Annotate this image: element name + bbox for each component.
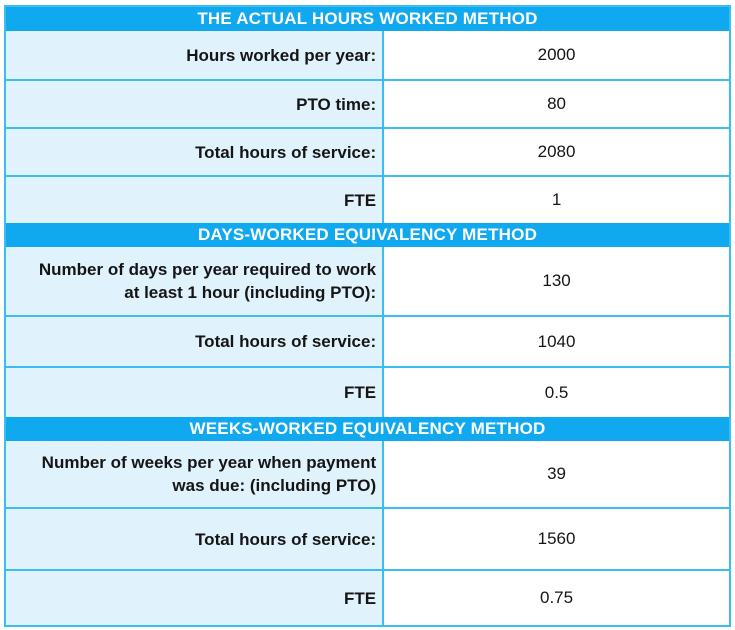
row-value: 1 [384,177,729,223]
row-value: 0.75 [384,571,729,625]
row-label: FTE [6,368,385,417]
table-row: PTO time: 80 [6,79,729,127]
section-header: DAYS-WORKED EQUIVALENCY METHOD [6,223,729,247]
table-row: Number of days per year required to work… [6,247,729,315]
row-value: 80 [384,81,729,127]
row-label: Hours worked per year: [6,31,385,79]
table-row: Total hours of service: 1560 [6,507,729,569]
row-label: Number of days per year required to work… [6,247,385,315]
row-label: Number of weeks per year when payment wa… [6,441,385,507]
table-row: FTE 0.75 [6,569,729,625]
section-header: WEEKS-WORKED EQUIVALENCY METHOD [6,417,729,441]
row-label: Total hours of service: [6,317,385,366]
row-value: 2000 [384,31,729,79]
table-row: FTE 0.5 [6,366,729,417]
row-value: 130 [384,247,729,315]
table-row: FTE 1 [6,175,729,223]
fte-calculation-table: THE ACTUAL HOURS WORKED METHOD Hours work… [4,5,731,627]
table-row: Number of weeks per year when payment wa… [6,441,729,507]
row-label: PTO time: [6,81,385,127]
row-value: 1560 [384,509,729,569]
row-label: FTE [6,571,385,625]
row-value: 1040 [384,317,729,366]
section-header: THE ACTUAL HOURS WORKED METHOD [6,7,729,31]
table-row: Hours worked per year: 2000 [6,31,729,79]
row-label: Total hours of service: [6,129,385,175]
row-value: 2080 [384,129,729,175]
row-label: FTE [6,177,385,223]
table-row: Total hours of service: 2080 [6,127,729,175]
row-value: 39 [384,441,729,507]
row-value: 0.5 [384,368,729,417]
table-row: Total hours of service: 1040 [6,315,729,366]
row-label: Total hours of service: [6,509,385,569]
